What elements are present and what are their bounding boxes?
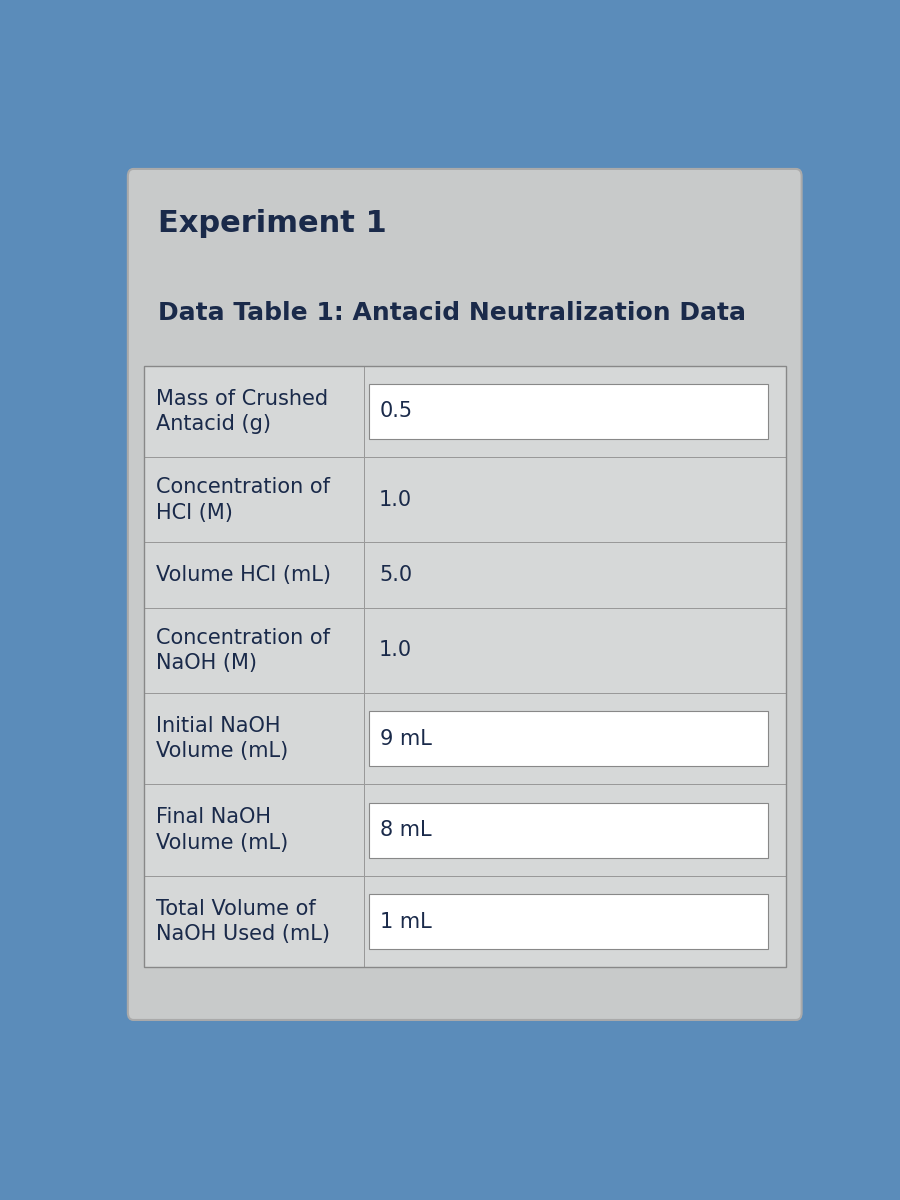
Text: 5.0: 5.0: [379, 565, 412, 586]
Text: Concentration of
HCI (M): Concentration of HCI (M): [157, 476, 330, 522]
Bar: [369, 894, 768, 949]
Bar: [364, 457, 786, 542]
Bar: [369, 384, 768, 439]
Bar: [364, 692, 786, 785]
Text: 0.5: 0.5: [380, 402, 413, 421]
Bar: [369, 712, 768, 766]
Text: Experiment 1: Experiment 1: [158, 209, 387, 238]
Bar: [364, 608, 786, 692]
Bar: [364, 366, 786, 457]
Bar: [144, 876, 364, 967]
Bar: [364, 785, 786, 876]
Text: Final NaOH
Volume (mL): Final NaOH Volume (mL): [157, 808, 289, 853]
Bar: [144, 366, 364, 457]
Bar: [144, 366, 786, 967]
Text: Total Volume of
NaOH Used (mL): Total Volume of NaOH Used (mL): [157, 899, 330, 944]
FancyBboxPatch shape: [128, 169, 802, 1020]
Text: Volume HCI (mL): Volume HCI (mL): [157, 565, 331, 586]
Text: 1 mL: 1 mL: [380, 912, 431, 931]
Text: Data Table 1: Antacid Neutralization Data: Data Table 1: Antacid Neutralization Dat…: [158, 301, 746, 325]
Bar: [144, 692, 364, 785]
Text: Concentration of
NaOH (M): Concentration of NaOH (M): [157, 628, 330, 673]
Bar: [364, 876, 786, 967]
Bar: [144, 542, 364, 608]
Text: 1.0: 1.0: [379, 641, 412, 660]
Text: 8 mL: 8 mL: [380, 820, 431, 840]
Bar: [144, 785, 364, 876]
Bar: [144, 608, 364, 692]
Bar: [144, 457, 364, 542]
Bar: [369, 803, 768, 858]
Text: Initial NaOH
Volume (mL): Initial NaOH Volume (mL): [157, 715, 289, 761]
Text: 9 mL: 9 mL: [380, 728, 431, 749]
Bar: [364, 542, 786, 608]
Text: Mass of Crushed
Antacid (g): Mass of Crushed Antacid (g): [157, 389, 328, 434]
Text: 1.0: 1.0: [379, 490, 412, 510]
